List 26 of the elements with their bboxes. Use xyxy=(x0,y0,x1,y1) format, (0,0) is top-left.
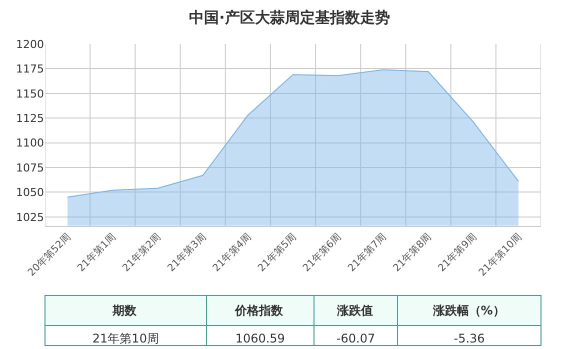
text: -60.07 xyxy=(336,331,376,346)
y-tick-label: 1050 xyxy=(16,186,44,200)
x-tick-label: 21年第8周 xyxy=(390,230,434,274)
chart-title: 中国·产区大蒜周定基指数走势 xyxy=(189,8,390,27)
x-tick-label: 21年第2周 xyxy=(120,230,164,274)
y-tick-label: 1075 xyxy=(16,161,44,174)
x-tick-label: 21年第3周 xyxy=(165,230,208,274)
text: 涨跌幅（%） xyxy=(432,303,505,318)
text: 期数 xyxy=(112,303,138,318)
text: 21年第10周 xyxy=(92,331,159,346)
x-tick-label: 20年第52周 xyxy=(26,230,74,279)
y-tick-label: 1150 xyxy=(16,87,44,100)
y-tick-label: 1200 xyxy=(16,38,44,51)
text: 1060.59 xyxy=(235,331,285,346)
text: 涨跌值 xyxy=(336,303,374,318)
x-tick-label: 21年第7周 xyxy=(346,230,389,274)
x-tick-label: 21年第1周 xyxy=(75,230,118,274)
x-tick-label: 21年第6周 xyxy=(300,230,344,274)
x-tick-label: 21年第4周 xyxy=(210,230,254,274)
text: -5.36 xyxy=(454,331,485,346)
text: 价格指数 xyxy=(234,303,284,318)
y-tick-label: 1100 xyxy=(16,136,44,150)
y-tick-label: 1025 xyxy=(16,210,44,224)
y-tick-label: 1175 xyxy=(16,62,44,76)
y-tick-label: 1125 xyxy=(16,112,44,125)
x-tick-label: 21年第5周 xyxy=(255,230,299,274)
